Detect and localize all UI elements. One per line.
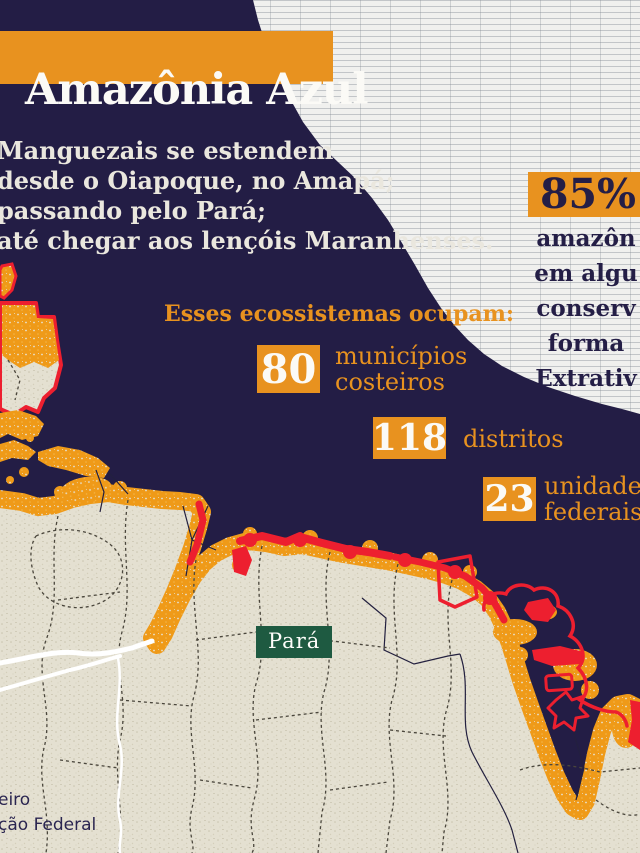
river-main xyxy=(0,638,155,666)
highlight-text-line-4: forma xyxy=(547,330,625,357)
map-legend: eiro ção Federal xyxy=(0,788,96,838)
para-state-label: Pará xyxy=(256,626,333,658)
stat-value-municipios: 80 xyxy=(260,345,317,393)
island-cabo-orange xyxy=(0,262,18,300)
conservation-outline-loop xyxy=(482,583,629,728)
delta-fringe-1 xyxy=(0,410,44,440)
stat-label-municipios-line-2: costeiros xyxy=(335,368,445,396)
intro-line-2: desde o Oiapoque, no Amapá; xyxy=(0,166,395,195)
mangrove-band xyxy=(0,484,640,820)
stat-value-distritos: 118 xyxy=(371,417,448,459)
highlight-text: amazôn em algu conserv forma Extrativ xyxy=(505,221,640,396)
highlight-value: 85% xyxy=(540,170,637,218)
conservation-outline-star xyxy=(546,690,590,732)
rivers xyxy=(0,638,155,853)
stat-label-unidades-line-1: unidades xyxy=(544,472,640,500)
island-reserve-mangrove xyxy=(2,305,59,368)
stat-block-municipios: 80 xyxy=(257,345,320,393)
delta-islet-1 xyxy=(19,467,29,477)
stat-block-distritos: 118 xyxy=(371,417,448,459)
stat-label-municipios-line-1: municípios xyxy=(335,342,468,370)
delta-islet-2 xyxy=(6,476,14,484)
intro-line-3: passando pelo Pará; xyxy=(0,196,267,225)
title-banner: Amazônia Azul xyxy=(0,31,369,115)
delta-island-oval xyxy=(60,476,112,504)
delta-fringe-2 xyxy=(0,440,36,462)
legend-line-1: eiro xyxy=(0,790,31,810)
stat-block-unidades: 23 xyxy=(483,477,536,521)
highlight-value-box: 85% xyxy=(528,170,640,218)
stat-label-distritos-line-1: distritos xyxy=(463,425,564,453)
intro-line-1: Manguezais se estendem xyxy=(0,136,334,165)
highlight-text-line-1: amazôn xyxy=(536,225,636,252)
stat-label-distritos: distritos xyxy=(463,426,564,452)
conservation-outline-offshore xyxy=(436,554,479,609)
highlight-text-line-3: conserv xyxy=(536,295,636,322)
stat-label-unidades: unidades federais xyxy=(544,473,640,525)
stats-heading: Esses ecossistemas ocupam: xyxy=(164,301,515,327)
intro-text: Manguezais se estendem desde o Oiapoque,… xyxy=(0,136,493,256)
highlight-text-line-5: Extrativ xyxy=(535,365,637,392)
stat-label-municipios: municípios costeiros xyxy=(335,343,467,395)
legend-line-2: ção Federal xyxy=(0,815,97,835)
intro-line-4: até chegar aos lençóis Maranhenses. xyxy=(0,226,494,255)
river-south xyxy=(115,656,123,853)
conservation-outline-small-rect xyxy=(544,672,574,693)
stat-label-unidades-line-2: federais xyxy=(544,498,640,526)
highlight-text-line-2: em algu xyxy=(534,260,638,287)
delta-island-chain xyxy=(38,446,110,478)
conservation-red-patches xyxy=(232,533,640,750)
stat-value-unidades: 23 xyxy=(484,478,535,520)
page-title: Amazônia Azul xyxy=(25,65,369,115)
mainland-shape xyxy=(0,493,640,853)
river-branch xyxy=(0,654,122,692)
delta-islet-3 xyxy=(26,434,34,442)
